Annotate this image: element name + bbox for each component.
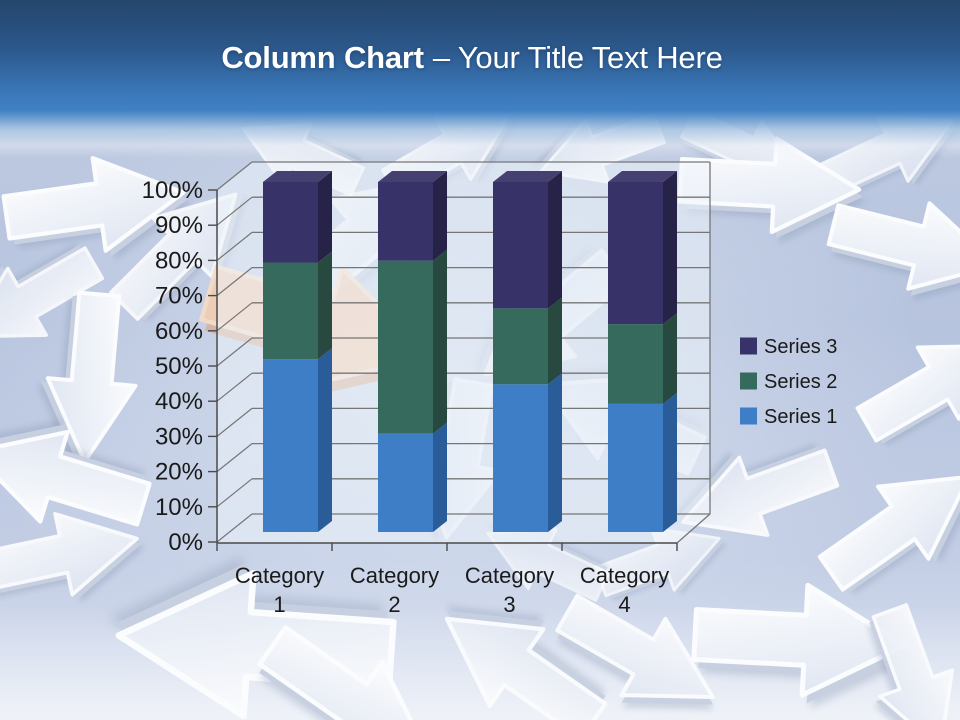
gridline-depth — [216, 478, 253, 508]
floor — [217, 514, 710, 543]
gridline-depth — [216, 513, 253, 543]
bar-segment — [378, 433, 433, 532]
y-axis-label: 80% — [155, 247, 203, 274]
gridline-depth — [216, 337, 253, 367]
gridline-depth — [216, 196, 253, 226]
y-axis-label: 30% — [155, 423, 203, 450]
bar-segment-side — [663, 313, 677, 404]
bar-segment-side — [548, 373, 562, 532]
gridline-depth — [216, 302, 253, 332]
bar-segment — [263, 262, 318, 360]
gridline-depth — [216, 443, 253, 473]
bar-segment-side — [318, 251, 332, 360]
x-axis-label: Category 3 — [465, 563, 554, 617]
y-axis-label: 60% — [155, 318, 203, 345]
bar-segment — [608, 324, 663, 404]
bar-segment — [608, 182, 663, 325]
slide-header: Column Chart – Your Title Text Here — [0, 0, 960, 158]
floor-right-edge — [676, 513, 711, 544]
bar-segment-side — [663, 392, 677, 532]
legend-swatch — [740, 372, 757, 390]
bar-segment-top — [263, 171, 332, 182]
bar-segment — [493, 308, 548, 385]
x-axis-label: Category 1 — [235, 563, 324, 617]
bar-segment-top — [493, 171, 562, 182]
gridline-depth — [216, 231, 253, 261]
bar-segment — [493, 384, 548, 532]
y-axis-label: 90% — [155, 212, 203, 239]
bar-segment-top — [608, 171, 677, 182]
legend-item-label: Series 3 — [764, 336, 837, 358]
title-sub-text: – Your Title Text Here — [432, 40, 723, 75]
legend-swatch — [740, 407, 757, 425]
y-axis-label: 40% — [155, 388, 203, 415]
x-axis-label: Category 4 — [580, 563, 669, 617]
legend: Series 3 Series 2 Series 1 — [740, 336, 837, 428]
y-axis-label: 50% — [155, 353, 203, 380]
page-title: Column Chart – Your Title Text Here — [0, 40, 960, 76]
bar-segment-side — [548, 171, 562, 309]
bar-segment-side — [433, 171, 447, 261]
y-axis-label: 0% — [168, 529, 203, 556]
bar-segment-side — [318, 348, 332, 532]
bar-segment — [263, 182, 318, 263]
gridline-depth — [216, 407, 253, 437]
bar-segment — [378, 260, 433, 434]
legend-item-label: Series 1 — [764, 406, 837, 428]
bar-segment-side — [433, 422, 447, 532]
gridline-depth — [216, 267, 253, 297]
y-axis-label: 10% — [155, 494, 203, 521]
legend-item-label: Series 2 — [764, 371, 837, 393]
bar-segment-side — [548, 297, 562, 385]
gridline-depth — [216, 161, 253, 191]
x-axis-label: Category 2 — [350, 563, 439, 617]
bar-segment-side — [663, 171, 677, 325]
title-bold-text: Column Chart — [221, 40, 424, 75]
bar-segment — [493, 182, 548, 309]
bar-segment — [378, 182, 433, 261]
bar-segment-side — [433, 249, 447, 434]
bar-segment-side — [318, 171, 332, 263]
y-axis-label: 20% — [155, 459, 203, 486]
bar-segment-top — [378, 171, 447, 182]
y-axis-label: 70% — [155, 283, 203, 310]
legend-swatch — [740, 337, 757, 355]
y-axis-label: 100% — [142, 177, 203, 204]
bar-segment — [608, 403, 663, 532]
gridline-depth — [216, 372, 253, 402]
bar-segment — [263, 359, 318, 532]
